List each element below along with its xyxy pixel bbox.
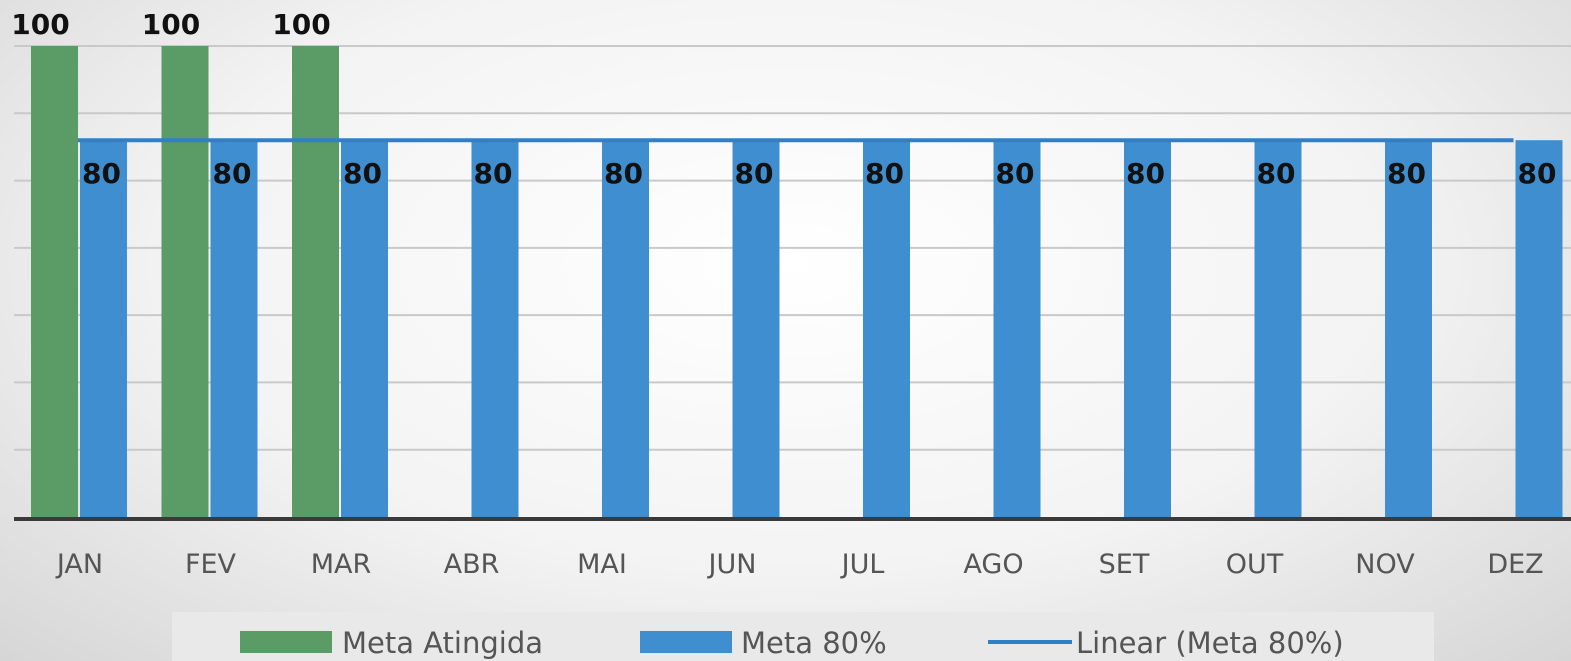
x-tick-labels: JAN FEV MAR ABR MAI JUN JUL AGO SET OUT NOV DEZ: [55, 549, 1544, 580]
data-label-meta-80: 80: [735, 157, 774, 190]
data-label-meta-atingida: 100: [11, 8, 69, 41]
data-label-meta-80: 80: [604, 157, 643, 190]
legend-swatch-meta-atingida: [240, 631, 332, 653]
gridlines: [14, 45, 1571, 451]
bar-meta-80: [210, 140, 258, 517]
x-tick-label: DEZ: [1487, 549, 1543, 580]
data-label-meta-80: 80: [1257, 157, 1296, 190]
bar-meta-atingida: [31, 46, 78, 517]
bar-meta-80: [732, 140, 780, 517]
bar-meta-80: [471, 140, 519, 517]
x-tick-label: MAI: [577, 549, 627, 580]
bar-meta-80: [341, 140, 388, 517]
legend-label-linear-meta-80: Linear (Meta 80%): [1076, 626, 1344, 660]
x-tick-label: SET: [1099, 549, 1150, 580]
x-tick-label: AGO: [963, 549, 1023, 580]
data-label-meta-80: 80: [474, 157, 513, 190]
data-label-meta-80: 80: [996, 157, 1035, 190]
bar-meta-atingida: [161, 46, 209, 517]
data-label-meta-atingida: 100: [272, 8, 330, 41]
legend-box: [172, 612, 1434, 661]
bar-meta-80: [602, 140, 649, 517]
legend: Meta Atingida Meta 80% Linear (Meta 80%): [240, 626, 1344, 660]
bars: [31, 46, 1563, 517]
legend-label-meta-atingida: Meta Atingida: [342, 626, 543, 660]
bar-meta-80: [1254, 140, 1302, 517]
bar-meta-80: [1515, 140, 1563, 517]
x-tick-label: ABR: [444, 549, 500, 580]
bar-meta-80: [80, 140, 127, 517]
x-tick-label: JAN: [55, 549, 103, 580]
x-tick-label: JUL: [840, 549, 885, 580]
data-label-meta-80: 80: [1518, 157, 1557, 190]
bar-meta-80: [1124, 140, 1171, 517]
data-labels: 100 100 100 80 80 80 80 80 80 80 80 80 80 80 80: [11, 8, 1556, 190]
x-tick-label: FEV: [185, 549, 237, 580]
bar-meta-80: [993, 140, 1041, 517]
x-tick-label: MAR: [311, 549, 372, 580]
data-label-meta-80: 80: [343, 157, 382, 190]
data-label-meta-80: 80: [1387, 157, 1426, 190]
data-label-meta-80: 80: [82, 157, 121, 190]
data-label-meta-80: 80: [213, 157, 252, 190]
legend-label-meta-80: Meta 80%: [741, 626, 887, 660]
legend-swatch-meta-80: [640, 631, 732, 653]
x-tick-label: JUN: [707, 549, 757, 580]
data-label-meta-atingida: 100: [142, 8, 200, 41]
x-tick-label: NOV: [1355, 549, 1415, 580]
bar-meta-80: [863, 140, 910, 517]
bar-meta-atingida: [292, 46, 339, 517]
data-label-meta-80: 80: [1126, 157, 1165, 190]
x-tick-label: OUT: [1226, 549, 1284, 580]
bar-meta-80: [1385, 140, 1432, 517]
data-label-meta-80: 80: [865, 157, 904, 190]
